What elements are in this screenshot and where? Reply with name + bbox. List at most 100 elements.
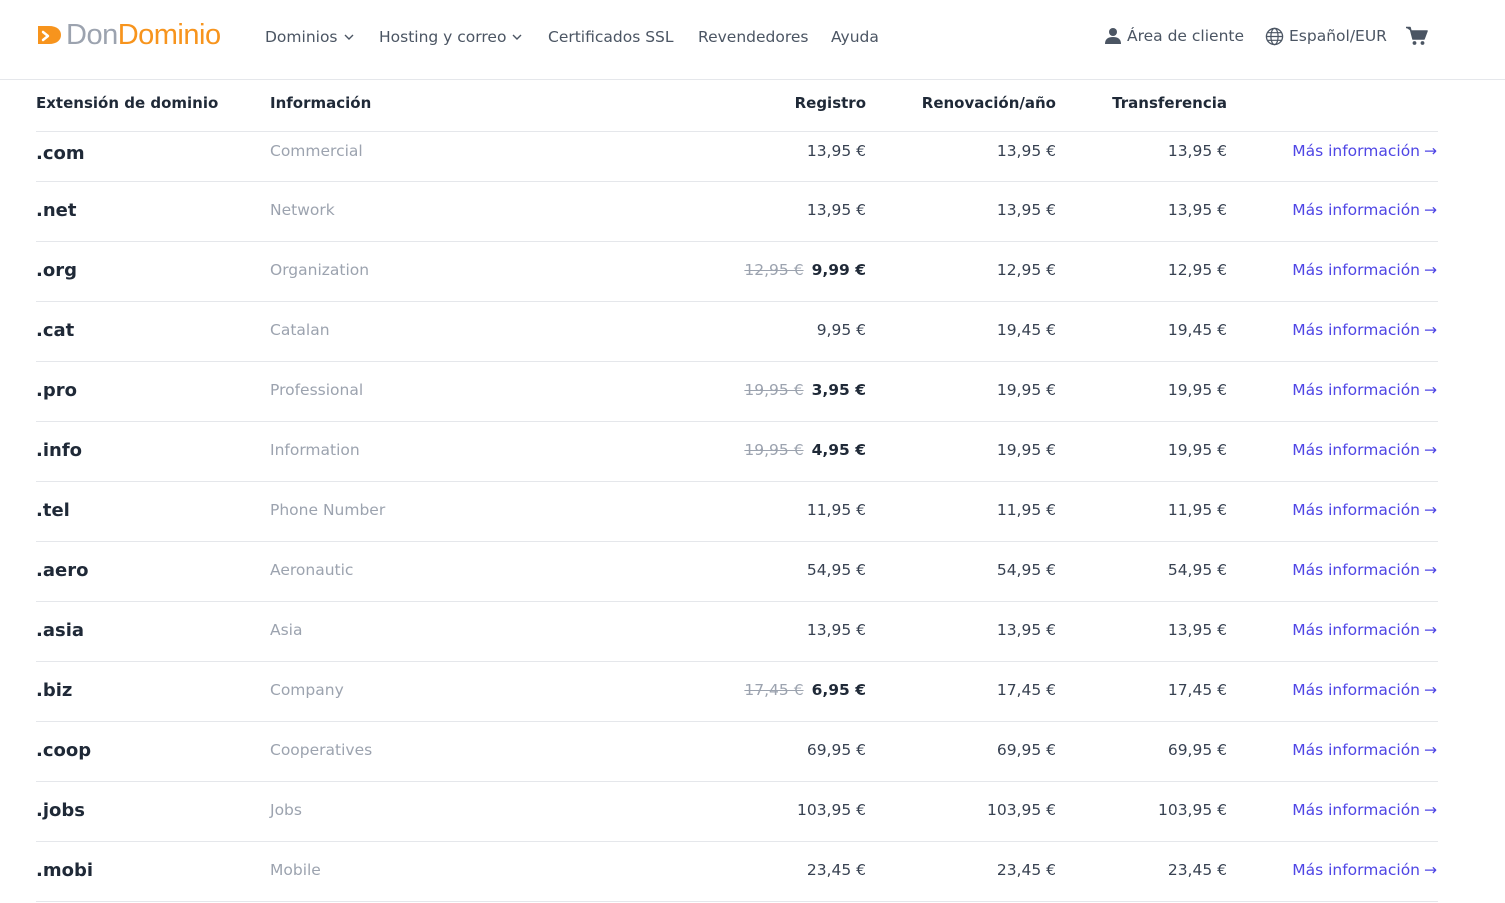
- header-info: Información: [270, 94, 372, 112]
- table-row: .mobi Mobile 23,45 € 23,45 € 23,45 € Más info…: [0, 842, 1505, 902]
- transfer-price: 13,95 €: [1167, 142, 1227, 160]
- row-divider: [36, 901, 1438, 902]
- registration-cell: 19,95 € 4,95 €: [610, 439, 866, 461]
- cart-button[interactable]: [1406, 24, 1433, 48]
- registration-cell: 9,95 €: [610, 319, 866, 341]
- row-divider: [36, 841, 1438, 842]
- more-info-link[interactable]: Más información →: [1240, 859, 1437, 881]
- row-divider: [36, 541, 1438, 542]
- nav-item-label: Hosting y correo: [379, 28, 507, 46]
- transfer-price: 103,95 €: [1157, 801, 1227, 819]
- extension-info: Asia: [270, 621, 303, 639]
- extension-info: Catalan: [270, 321, 330, 339]
- extension-info: Information: [270, 441, 360, 459]
- table-row: .coop Cooperatives 69,95 € 69,95 € 69,95 € Má…: [0, 722, 1505, 782]
- arrow-right-icon: →: [1424, 741, 1437, 759]
- logo-text: DonDominio: [66, 19, 221, 51]
- extension-name: .cat: [36, 320, 75, 341]
- more-info-link[interactable]: Más información →: [1240, 679, 1437, 701]
- row-divider: [36, 361, 1438, 362]
- arrow-right-icon: →: [1424, 441, 1437, 459]
- nav-item-ayuda[interactable]: Ayuda: [831, 26, 879, 48]
- table-row: .net Network 13,95 € 13,95 € 13,95 € Más info…: [0, 182, 1505, 242]
- renewal-price: 19,45 €: [996, 321, 1056, 339]
- row-divider: [36, 601, 1438, 602]
- more-info-link[interactable]: Más información →: [1240, 379, 1437, 401]
- registration-cell: 19,95 € 3,95 €: [610, 379, 866, 401]
- old-price: 17,45 €: [744, 681, 804, 699]
- arrow-right-icon: →: [1424, 142, 1437, 160]
- table-row: .jobs Jobs 103,95 € 103,95 € 103,95 € Más inf…: [0, 782, 1505, 842]
- arrow-right-icon: →: [1424, 801, 1437, 819]
- extension-info: Network: [270, 201, 335, 219]
- arrow-right-icon: →: [1424, 321, 1437, 339]
- transfer-price: 13,95 €: [1167, 201, 1227, 219]
- nav-item-label: Revendedores: [698, 28, 809, 46]
- registration-price: 13,95 €: [806, 201, 866, 219]
- registration-price: 23,45 €: [806, 861, 866, 879]
- more-info-link[interactable]: Más información →: [1240, 439, 1437, 461]
- registration-cell: 13,95 €: [610, 199, 866, 221]
- registration-cell: 13,95 €: [610, 140, 866, 162]
- more-info-link[interactable]: Más información →: [1240, 140, 1437, 162]
- more-info-label: Más información: [1292, 741, 1420, 759]
- more-info-link[interactable]: Más información →: [1240, 499, 1437, 521]
- more-info-link[interactable]: Más información →: [1240, 619, 1437, 641]
- promo-price: 4,95 €: [811, 441, 866, 459]
- nav-item-label: Dominios: [265, 28, 338, 46]
- transfer-price: 13,95 €: [1167, 621, 1227, 639]
- nav-item-ssl[interactable]: Certificados SSL: [548, 26, 674, 48]
- arrow-right-icon: →: [1424, 501, 1437, 519]
- renewal-price: 54,95 €: [996, 561, 1056, 579]
- row-divider: [36, 421, 1438, 422]
- extension-name: .pro: [36, 380, 77, 401]
- table-row: .asia Asia 13,95 € 13,95 € 13,95 € Más inform…: [0, 602, 1505, 662]
- more-info-link[interactable]: Más información →: [1240, 319, 1437, 341]
- more-info-link[interactable]: Más información →: [1240, 559, 1437, 581]
- dondominio-logo[interactable]: DonDominio: [36, 19, 221, 51]
- registration-cell: 103,95 €: [610, 799, 866, 821]
- extension-name: .asia: [36, 620, 85, 641]
- extension-name: .mobi: [36, 860, 94, 881]
- transfer-price: 69,95 €: [1167, 741, 1227, 759]
- row-divider: [36, 241, 1438, 242]
- more-info-link[interactable]: Más información →: [1240, 259, 1437, 281]
- nav-item-revendedores[interactable]: Revendedores: [698, 26, 808, 48]
- extension-info: Organization: [270, 261, 370, 279]
- more-info-label: Más información: [1292, 561, 1420, 579]
- registration-price: 13,95 €: [806, 142, 866, 160]
- extension-info: Aeronautic: [270, 561, 354, 579]
- renewal-price: 13,95 €: [996, 201, 1056, 219]
- old-price: 12,95 €: [744, 261, 804, 279]
- more-info-link[interactable]: Más información →: [1240, 739, 1437, 761]
- table-header: Extensión de dominio Información Registr…: [0, 94, 1505, 116]
- client-area-link[interactable]: Área de cliente: [1104, 24, 1244, 48]
- extension-name: .com: [36, 143, 85, 164]
- language-selector[interactable]: Español/EUR: [1265, 24, 1387, 48]
- table-row: .tel Phone Number 11,95 € 11,95 € 11,95 € Más…: [0, 482, 1505, 542]
- chevron-down-icon: [512, 34, 522, 40]
- registration-price: 11,95 €: [806, 501, 866, 519]
- row-divider: [36, 721, 1438, 722]
- more-info-link[interactable]: Más información →: [1240, 199, 1437, 221]
- extension-info: Commercial: [270, 142, 363, 160]
- renewal-price: 19,95 €: [996, 441, 1056, 459]
- transfer-price: 11,95 €: [1167, 501, 1227, 519]
- arrow-right-icon: →: [1424, 381, 1437, 399]
- nav-item-dominios[interactable]: Dominios: [265, 26, 354, 48]
- table-row: .aero Aeronautic 54,95 € 54,95 € 54,95 € Más …: [0, 542, 1505, 602]
- nav-item-hosting[interactable]: Hosting y correo: [379, 26, 522, 48]
- table-row: .pro Professional 19,95 €3,95 €19,95 €19,9…: [0, 362, 1505, 422]
- logo-text-dominio: Dominio: [117, 19, 221, 51]
- header-transfer: Transferencia: [1112, 94, 1227, 112]
- registration-cell: 54,95 €: [610, 559, 866, 581]
- logo-mark-icon: [38, 26, 61, 44]
- more-info-link[interactable]: Más información →: [1240, 799, 1437, 821]
- extension-name: .net: [36, 200, 77, 221]
- registration-price: 13,95 €: [806, 621, 866, 639]
- more-info-label: Más información: [1292, 501, 1420, 519]
- nav-item-label: Ayuda: [831, 28, 879, 46]
- extension-info: Phone Number: [270, 501, 386, 519]
- extension-name: .aero: [36, 560, 89, 581]
- renewal-price: 69,95 €: [996, 741, 1056, 759]
